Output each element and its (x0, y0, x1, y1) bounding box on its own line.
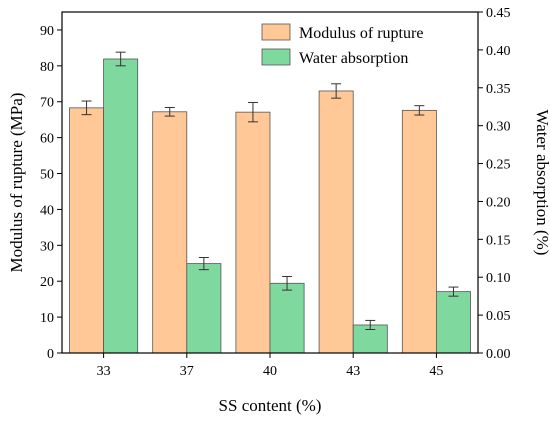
right-tick-label: 0.10 (486, 271, 511, 286)
right-tick-label: 0.35 (486, 82, 511, 97)
errorbar-water-40 (282, 275, 293, 291)
x-tick-label: 37 (180, 364, 194, 379)
error-bars (81, 51, 459, 331)
legend-swatch-water (261, 48, 291, 66)
left-tick-label: 70 (40, 96, 54, 111)
legend-label-water: Water absorption (299, 50, 408, 67)
right-tick-label: 0.40 (486, 44, 511, 59)
errorbar-modulus-43 (331, 83, 342, 99)
bar-water-33 (103, 58, 139, 354)
bar-modulus-40 (235, 111, 271, 354)
x-tick-label: 40 (263, 364, 277, 379)
left-tick-label: 10 (40, 311, 54, 326)
right-axis-title: Water absorption (%) (533, 110, 550, 256)
bar-water-40 (269, 282, 305, 354)
left-tick-label: 30 (40, 239, 54, 254)
bar-modulus-33 (69, 107, 104, 354)
errorbar-modulus-45 (414, 105, 425, 116)
left-tick-label: 20 (40, 275, 54, 290)
right-tick-label: 0.05 (486, 309, 511, 324)
bar-modulus-37 (152, 111, 188, 354)
errorbar-modulus-37 (164, 106, 175, 117)
errorbar-water-43 (365, 319, 376, 331)
x-tick-label: 33 (97, 364, 111, 379)
left-tick-label: 0 (47, 347, 54, 362)
bar-modulus-43 (318, 90, 354, 354)
errorbar-water-33 (115, 51, 126, 67)
left-y-axis: 0 10 20 30 40 50 60 70 80 90 (40, 24, 62, 362)
errorbar-water-45 (448, 286, 459, 297)
left-tick-label: 40 (40, 203, 54, 218)
left-axis-title: Modulus of rupture (MPa) (7, 93, 26, 273)
left-tick-label: 90 (40, 24, 54, 39)
x-axis-title: SS content (%) (219, 396, 322, 415)
right-tick-label: 0.25 (486, 158, 511, 173)
legend-swatch-modulus (261, 23, 291, 41)
left-tick-label: 80 (40, 60, 54, 75)
x-tick-label: 43 (346, 364, 360, 379)
right-tick-label: 0.00 (486, 347, 511, 362)
right-y-axis: 0.00 0.05 0.10 0.15 0.20 0.25 0.30 0.35 0.40 0.45 (478, 6, 511, 362)
right-tick-label: 0.30 (486, 120, 511, 135)
right-tick-label: 0.45 (486, 6, 511, 21)
left-tick-label: 60 (40, 132, 54, 147)
bar-water-37 (186, 263, 222, 354)
legend: Modulus of rupture Water absorption (261, 23, 423, 67)
x-tick-label: 45 (429, 364, 443, 379)
bar-water-45 (435, 291, 471, 354)
left-tick-label: 50 (40, 168, 54, 183)
errorbar-water-37 (198, 257, 209, 271)
right-tick-label: 0.15 (486, 233, 511, 248)
water-absorption-bars (103, 58, 471, 354)
right-tick-label: 0.20 (486, 195, 511, 210)
errorbar-modulus-40 (247, 101, 258, 123)
bar-modulus-45 (401, 109, 437, 354)
legend-label-modulus: Modulus of rupture (299, 25, 423, 42)
x-axis: 33 37 40 43 45 (97, 353, 443, 379)
errorbar-modulus-33 (81, 100, 92, 116)
